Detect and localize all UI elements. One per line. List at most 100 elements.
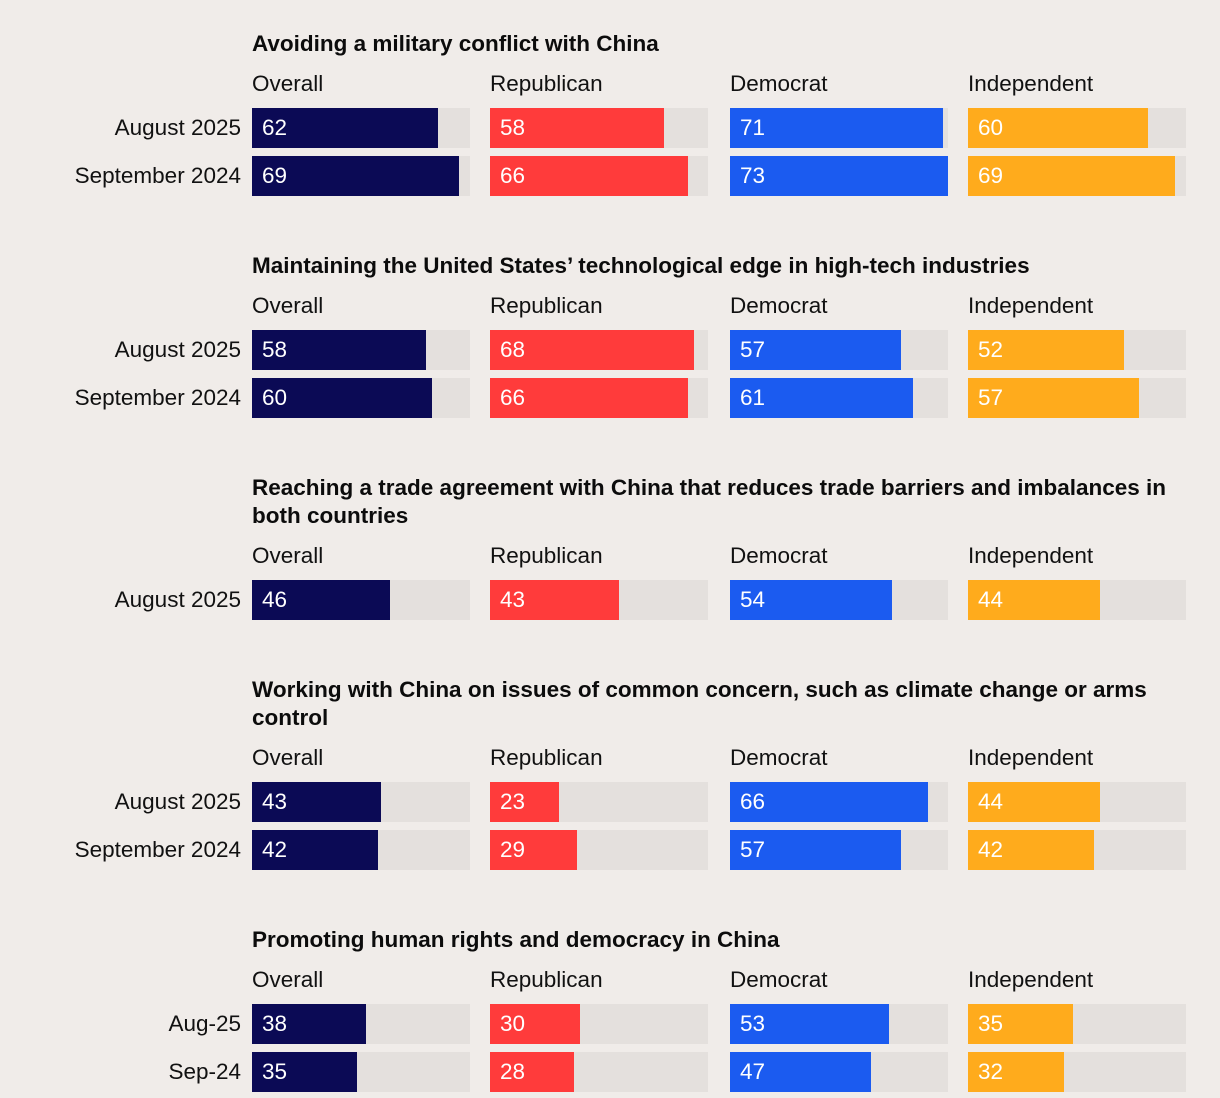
data-label: 53 bbox=[740, 1011, 766, 1036]
column-header: Overall bbox=[252, 967, 324, 992]
data-label: 71 bbox=[740, 115, 766, 140]
bar-track: 58 bbox=[252, 330, 470, 370]
section-title: Avoiding a military conflict with China bbox=[252, 31, 659, 56]
bar-track: 29 bbox=[490, 830, 708, 870]
bar-track: 68 bbox=[490, 330, 708, 370]
data-label: 52 bbox=[978, 337, 1004, 362]
column-header: Republican bbox=[490, 543, 603, 568]
bar-track: 44 bbox=[968, 782, 1186, 822]
data-label: 23 bbox=[500, 789, 526, 814]
data-label: 54 bbox=[740, 587, 766, 612]
bar bbox=[968, 108, 1148, 148]
row-label: August 2025 bbox=[114, 115, 241, 140]
bar-track: 66 bbox=[490, 378, 708, 418]
bar-track: 43 bbox=[490, 580, 708, 620]
column-header: Republican bbox=[490, 745, 603, 770]
bar bbox=[490, 330, 694, 370]
bar bbox=[252, 330, 426, 370]
bar-track: 35 bbox=[968, 1004, 1186, 1044]
section-title: Reaching a trade agreement with China th… bbox=[252, 475, 1167, 528]
bar-track: 57 bbox=[730, 330, 948, 370]
column-header: Overall bbox=[252, 745, 324, 770]
data-label: 60 bbox=[978, 115, 1004, 140]
bar-track: 61 bbox=[730, 378, 948, 418]
data-label: 28 bbox=[500, 1059, 526, 1084]
bar bbox=[490, 830, 577, 870]
data-label: 57 bbox=[978, 385, 1004, 410]
column-header: Democrat bbox=[730, 745, 828, 770]
data-label: 57 bbox=[740, 337, 766, 362]
data-label: 66 bbox=[740, 789, 766, 814]
bar bbox=[968, 1052, 1064, 1092]
bar-track: 52 bbox=[968, 330, 1186, 370]
column-header: Independent bbox=[968, 745, 1094, 770]
data-label: 43 bbox=[262, 789, 288, 814]
bar-track: 57 bbox=[968, 378, 1186, 418]
column-header: Overall bbox=[252, 543, 324, 568]
bar bbox=[730, 156, 948, 196]
data-label: 61 bbox=[740, 385, 766, 410]
data-label: 73 bbox=[740, 163, 766, 188]
column-header: Democrat bbox=[730, 967, 828, 992]
bar-track: 69 bbox=[968, 156, 1186, 196]
data-label: 57 bbox=[740, 837, 766, 862]
bar-track: 28 bbox=[490, 1052, 708, 1092]
bar-track: 60 bbox=[968, 108, 1186, 148]
bar bbox=[968, 580, 1100, 620]
bar bbox=[490, 1052, 574, 1092]
data-label: 38 bbox=[262, 1011, 288, 1036]
data-label: 35 bbox=[262, 1059, 288, 1084]
bar bbox=[490, 378, 688, 418]
data-label: 32 bbox=[978, 1059, 1004, 1084]
bar-track: 42 bbox=[252, 830, 470, 870]
column-header: Overall bbox=[252, 71, 324, 96]
bar-track: 42 bbox=[968, 830, 1186, 870]
column-header: Independent bbox=[968, 967, 1094, 992]
bar bbox=[730, 1004, 889, 1044]
column-header: Democrat bbox=[730, 71, 828, 96]
data-label: 60 bbox=[262, 385, 288, 410]
bar-track: 35 bbox=[252, 1052, 470, 1092]
data-label: 35 bbox=[978, 1011, 1004, 1036]
data-label: 66 bbox=[500, 163, 526, 188]
data-label: 44 bbox=[978, 587, 1004, 612]
bar bbox=[968, 156, 1175, 196]
bar bbox=[252, 108, 438, 148]
bar-track: 32 bbox=[968, 1052, 1186, 1092]
bar-track: 66 bbox=[490, 156, 708, 196]
row-label: Sep-24 bbox=[168, 1059, 241, 1084]
column-header: Democrat bbox=[730, 293, 828, 318]
bar-track: 38 bbox=[252, 1004, 470, 1044]
data-label: 58 bbox=[500, 115, 526, 140]
bar bbox=[490, 156, 688, 196]
data-label: 44 bbox=[978, 789, 1004, 814]
column-header: Overall bbox=[252, 293, 324, 318]
bar bbox=[490, 108, 664, 148]
bar-track: 54 bbox=[730, 580, 948, 620]
data-label: 29 bbox=[500, 837, 526, 862]
bar bbox=[252, 830, 378, 870]
bar-track: 62 bbox=[252, 108, 470, 148]
section-title: Maintaining the United States’ technolog… bbox=[252, 253, 1030, 278]
bar bbox=[252, 1052, 357, 1092]
column-header: Independent bbox=[968, 543, 1094, 568]
section-title: Promoting human rights and democracy in … bbox=[252, 927, 780, 952]
bar-track: 71 bbox=[730, 108, 948, 148]
bar bbox=[968, 330, 1124, 370]
bar-track: 46 bbox=[252, 580, 470, 620]
bar-track: 69 bbox=[252, 156, 470, 196]
data-label: 46 bbox=[262, 587, 288, 612]
bar bbox=[252, 1004, 366, 1044]
bar-track: 44 bbox=[968, 580, 1186, 620]
bar bbox=[490, 580, 619, 620]
column-header: Democrat bbox=[730, 543, 828, 568]
data-label: 43 bbox=[500, 587, 526, 612]
bar-track: 30 bbox=[490, 1004, 708, 1044]
bar-track: 66 bbox=[730, 782, 948, 822]
row-label: August 2025 bbox=[114, 337, 241, 362]
bar bbox=[252, 156, 459, 196]
data-label: 58 bbox=[262, 337, 288, 362]
bar bbox=[730, 830, 901, 870]
data-label: 42 bbox=[978, 837, 1004, 862]
row-label: Aug-25 bbox=[168, 1011, 241, 1036]
